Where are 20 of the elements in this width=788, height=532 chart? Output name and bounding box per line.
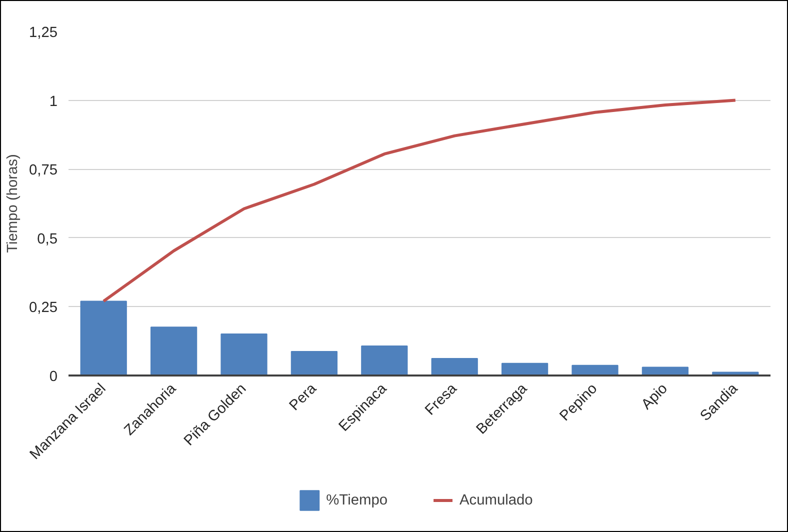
legend-label: %Tiempo (326, 492, 388, 508)
bar (431, 358, 478, 376)
bar (80, 300, 127, 376)
y-tick-label: 0,25 (28, 300, 58, 316)
bar (290, 351, 338, 376)
y-axis-title: Tiempo (horas) (4, 154, 21, 253)
x-tick-label: Apio (638, 380, 671, 413)
bar (642, 366, 689, 376)
bar (501, 362, 548, 376)
bar (572, 364, 618, 376)
y-tick-label: 1 (49, 94, 58, 110)
y-tick-label: 0,5 (37, 231, 58, 248)
y-tick-label: 0,75 (28, 162, 58, 179)
bar (220, 333, 268, 376)
line-series (102, 98, 737, 303)
bar (150, 326, 198, 376)
legend-label: Acumulado (460, 492, 533, 508)
y-tick-label: 1,25 (28, 25, 58, 41)
bar (361, 346, 408, 376)
y-tick-label: 0 (49, 369, 58, 385)
